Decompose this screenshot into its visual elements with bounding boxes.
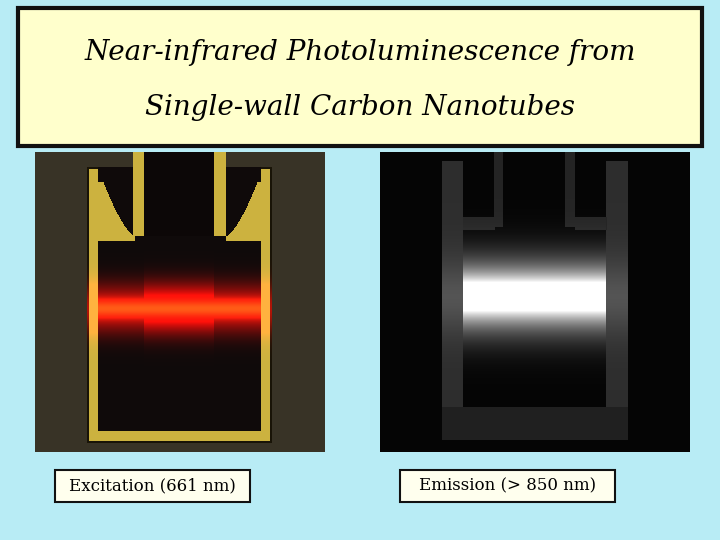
Text: Single-wall Carbon Nanotubes: Single-wall Carbon Nanotubes — [145, 94, 575, 121]
Text: Excitation (661 nm): Excitation (661 nm) — [69, 477, 236, 495]
FancyBboxPatch shape — [18, 8, 702, 146]
FancyBboxPatch shape — [55, 470, 250, 502]
FancyBboxPatch shape — [400, 470, 615, 502]
Text: Emission (> 850 nm): Emission (> 850 nm) — [419, 477, 596, 495]
Text: Near-infrared Photoluminescence from: Near-infrared Photoluminescence from — [84, 39, 636, 66]
